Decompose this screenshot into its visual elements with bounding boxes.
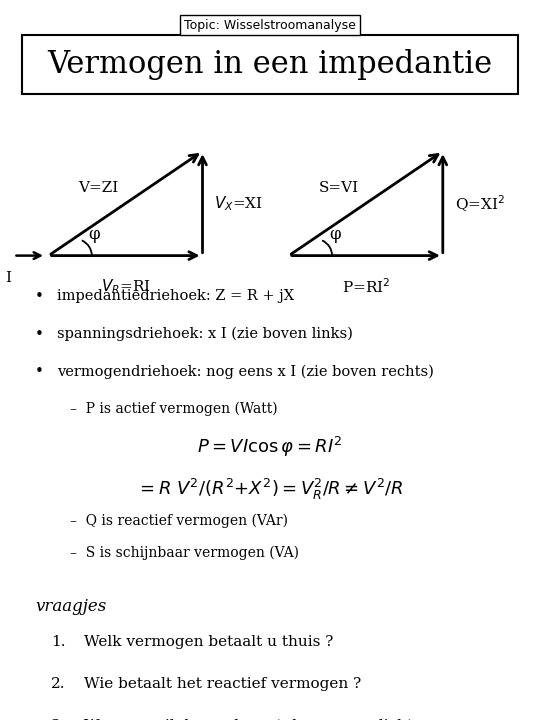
Text: φ: φ: [329, 225, 341, 243]
Text: impedantiedriehoek: Z = R + jX: impedantiedriehoek: Z = R + jX: [57, 289, 294, 303]
Text: 1.: 1.: [51, 635, 66, 649]
Text: •: •: [35, 364, 44, 379]
Text: φ: φ: [89, 225, 100, 243]
Text: Wie betaalt het reactief vermogen ?: Wie betaalt het reactief vermogen ?: [84, 677, 361, 690]
Text: spanningsdriehoek: x I (zie boven links): spanningsdriehoek: x I (zie boven links): [57, 327, 353, 341]
Text: V=ZI: V=ZI: [78, 181, 119, 194]
Text: –  S is schijnbaar vermogen (VA): – S is schijnbaar vermogen (VA): [70, 546, 299, 560]
FancyBboxPatch shape: [22, 35, 518, 94]
Text: vraagjes: vraagjes: [35, 598, 106, 615]
Text: $P = VI\cos\varphi = RI^2$: $P = VI\cos\varphi = RI^2$: [197, 435, 343, 459]
Text: –  P is actief vermogen (Watt): – P is actief vermogen (Watt): [70, 402, 278, 416]
Text: $V_X$=XI: $V_X$=XI: [214, 194, 264, 212]
Text: Topic: Wisselstroomanalyse: Topic: Wisselstroomanalyse: [184, 19, 356, 32]
Text: Q=XI$^2$: Q=XI$^2$: [455, 193, 505, 214]
Text: 2.: 2.: [51, 677, 66, 690]
Text: •: •: [35, 289, 44, 305]
Text: $= R\ V^2/(R^2{+}X^2) = V_R^2/R \neq V^2/R$: $= R\ V^2/(R^2{+}X^2) = V_R^2/R \neq V^2…: [137, 477, 403, 502]
Text: •: •: [35, 327, 44, 342]
Text: –  Q is reactief vermogen (VAr): – Q is reactief vermogen (VAr): [70, 514, 288, 528]
Text: 3.: 3.: [51, 719, 66, 720]
Text: P=RI$^2$: P=RI$^2$: [342, 277, 390, 296]
Text: Vermogen in een impedantie: Vermogen in een impedantie: [48, 48, 492, 80]
Text: Waarom wil de producent de cosφ zo dicht
mogelijk bij 1 ?: Waarom wil de producent de cosφ zo dicht…: [84, 719, 413, 720]
Text: I: I: [5, 271, 11, 285]
Text: vermogendriehoek: nog eens x I (zie boven rechts): vermogendriehoek: nog eens x I (zie bove…: [57, 364, 434, 379]
Text: S=VI: S=VI: [319, 181, 359, 194]
Text: Welk vermogen betaalt u thuis ?: Welk vermogen betaalt u thuis ?: [84, 635, 333, 649]
Text: $V_R$=RI: $V_R$=RI: [100, 277, 151, 296]
